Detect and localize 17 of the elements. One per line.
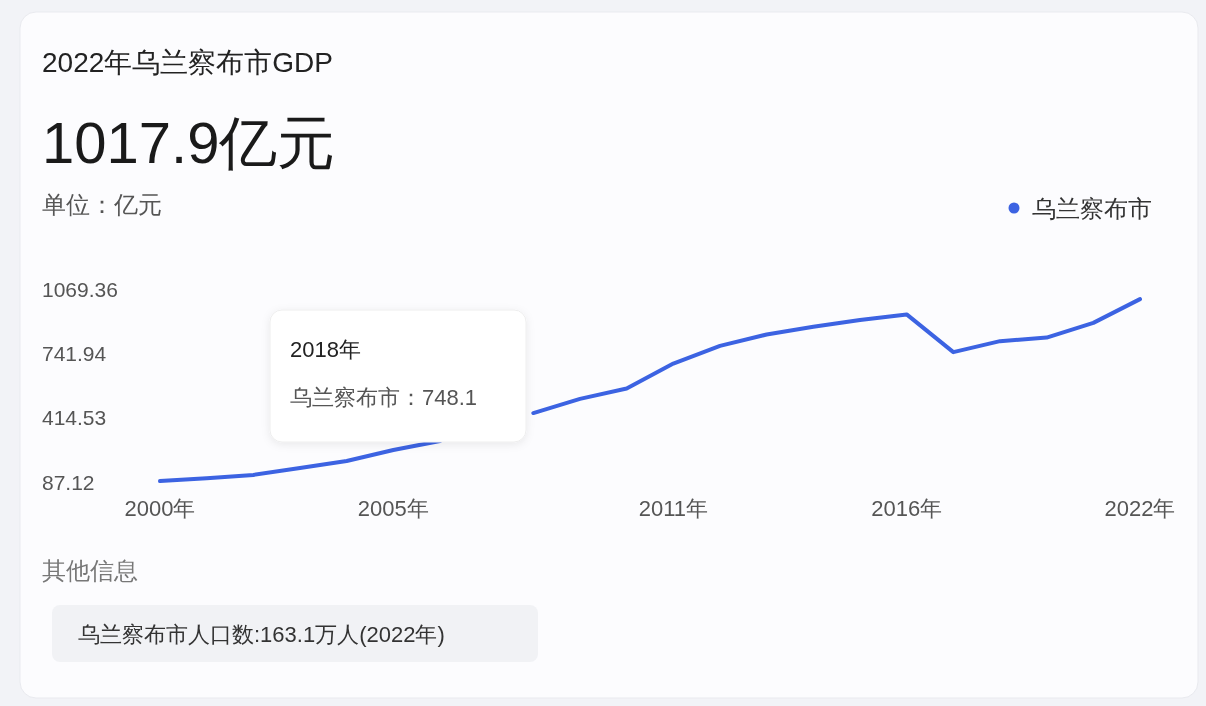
y-tick-label: 87.12: [42, 470, 95, 494]
chart-subtitle: 1017.9亿元: [42, 110, 336, 175]
y-tick-label: 1069.36: [42, 277, 118, 301]
x-tick-label: 2000年: [124, 495, 196, 521]
x-tick-label: 2005年: [357, 495, 429, 521]
x-tick-label: 2022年: [1104, 495, 1176, 521]
annotation: 2018年: [290, 337, 361, 362]
y-tick-label: 414.53: [42, 406, 107, 430]
text: 其他信息: [42, 557, 138, 584]
annotation: 乌兰察布市：748.1: [290, 385, 478, 410]
y-tick-label: 741.94: [42, 341, 107, 365]
x-tick-label: 2016年: [871, 495, 943, 521]
chart-title: 2022年乌兰察布市GDP: [42, 47, 333, 78]
y-axis-title: 单位：亿元: [42, 191, 162, 218]
text: 乌兰察布市人口数:163.1万人(2022年): [78, 621, 445, 647]
legend-label: 乌兰察布市: [1032, 194, 1152, 222]
x-tick-label: 2011年: [638, 495, 708, 521]
